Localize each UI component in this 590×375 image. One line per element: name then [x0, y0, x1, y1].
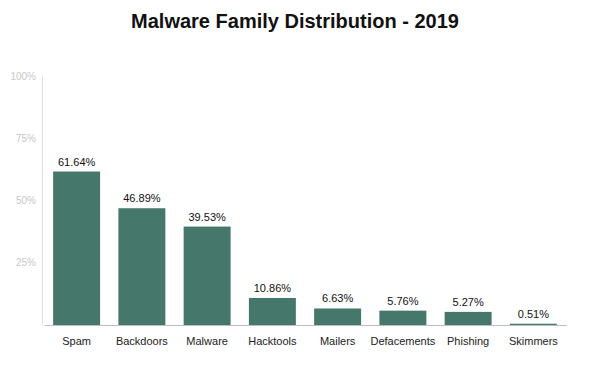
- bar: [510, 324, 557, 325]
- x-tick: Skimmers: [509, 335, 558, 347]
- y-tick-label: 25%: [16, 257, 36, 268]
- bar: [445, 312, 492, 325]
- y-tick-label: 50%: [16, 195, 36, 206]
- y-tick: 75%: [16, 133, 42, 144]
- chart-container: Malware Family Distribution - 2019 25% 50%…: [0, 0, 590, 375]
- bar: [53, 172, 100, 325]
- bar: [314, 308, 361, 325]
- x-tick: Spam: [62, 335, 91, 347]
- x-tick-label: Phishing: [447, 335, 489, 347]
- x-tick-label: Mailers: [320, 335, 356, 347]
- y-tick-label: 75%: [16, 133, 36, 144]
- data-labels: 61.64% 46.89% 39.53% 10.86% 6.63% 5.76% 5.27% 0…: [58, 156, 549, 320]
- bar: [118, 208, 165, 325]
- y-tick: 100%: [10, 71, 42, 82]
- x-tick-label: Hacktools: [248, 335, 297, 347]
- y-tick: 25%: [16, 257, 42, 268]
- x-axis: Spam Backdoors Malware Hacktools Mailers Defa…: [45, 326, 567, 347]
- x-tick-label: Spam: [62, 335, 91, 347]
- x-tick: Mailers: [320, 335, 356, 347]
- bar: [249, 298, 296, 325]
- data-label: 5.27%: [453, 296, 484, 308]
- bar: [184, 227, 231, 325]
- x-tick: Defacements: [370, 335, 435, 347]
- bar: [379, 311, 426, 325]
- x-axis-line: [45, 325, 567, 326]
- x-tick: Backdoors: [116, 335, 168, 347]
- bars: [53, 172, 557, 325]
- x-tick-label: Malware: [186, 335, 228, 347]
- y-axis: 25% 50% 75% 100%: [10, 71, 42, 326]
- data-label: 46.89%: [123, 192, 161, 204]
- x-tick: Malware: [186, 335, 228, 347]
- data-label: 10.86%: [254, 282, 292, 294]
- data-label: 5.76%: [387, 295, 418, 307]
- x-tick-label: Skimmers: [509, 335, 558, 347]
- x-tick: Phishing: [447, 335, 489, 347]
- y-tick-label: 100%: [10, 71, 36, 82]
- data-label: 39.53%: [188, 211, 226, 223]
- x-tick-label: Backdoors: [116, 335, 168, 347]
- chart-svg: Malware Family Distribution - 2019 25% 50%…: [0, 0, 590, 375]
- title: Malware Family Distribution - 2019: [131, 10, 459, 32]
- data-label: 6.63%: [322, 292, 353, 304]
- x-tick-label: Defacements: [370, 335, 435, 347]
- data-label: 0.51%: [518, 308, 549, 320]
- x-tick: Hacktools: [248, 335, 297, 347]
- data-label: 61.64%: [58, 156, 96, 168]
- y-tick: 50%: [16, 195, 42, 206]
- y-axis-line: [42, 77, 43, 326]
